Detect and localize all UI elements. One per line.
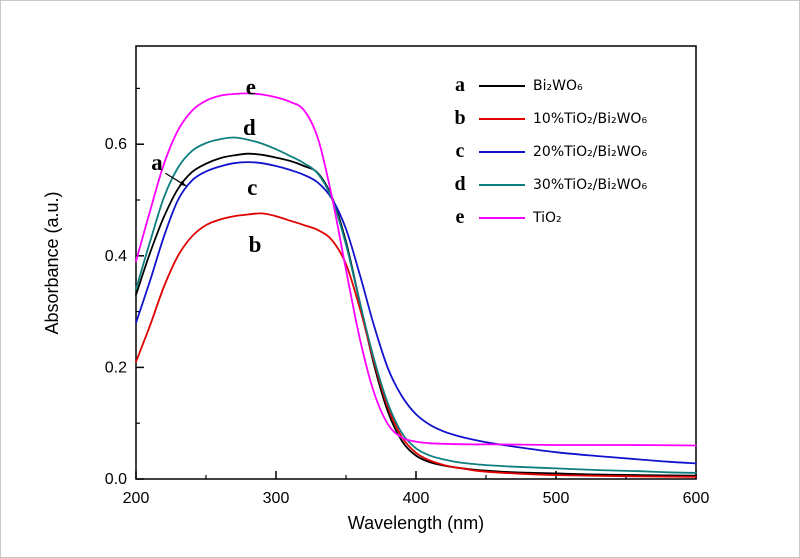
x-tick-label: 600 [683, 490, 710, 507]
annotation-d: d [243, 115, 256, 140]
x-tick-label: 300 [263, 490, 290, 507]
annotation-arrowhead [179, 180, 187, 187]
annotation-e: e [246, 75, 256, 100]
legend-line-swatch [479, 117, 525, 120]
legend-key: e [455, 206, 465, 228]
y-axis-title: Absorbance (a.u.) [42, 191, 62, 334]
legend-label: TiO₂ [533, 209, 562, 226]
legend: a Bi₂WO₆ b 10%TiO₂/Bi₂WO₆ c 20%TiO₂/Bi₂WO₆ d 30… [447, 69, 647, 234]
legend-item-c: c 20%TiO₂/Bi₂WO₆ [447, 135, 648, 168]
x-tick-label: 500 [543, 490, 570, 507]
legend-label: 20%TiO₂/Bi₂WO₆ [533, 143, 648, 160]
y-tick-label: 0.4 [105, 248, 127, 265]
legend-key: a [455, 74, 465, 96]
curve-b [135, 212, 697, 478]
legend-line-swatch [479, 150, 525, 153]
x-axis-title: Wavelength (nm) [348, 513, 484, 533]
x-tick-label: 200 [123, 490, 150, 507]
y-tick-label: 0.2 [105, 359, 127, 376]
annotation-c: c [247, 175, 257, 200]
legend-label: 10%TiO₂/Bi₂WO₆ [533, 110, 648, 127]
legend-line-swatch [479, 216, 525, 219]
curve-c [135, 161, 697, 465]
annotation-b: b [249, 232, 262, 257]
annotation-a: a [151, 150, 163, 175]
legend-item-b: b 10%TiO₂/Bi₂WO₆ [447, 102, 647, 135]
legend-key: d [454, 173, 466, 195]
legend-item-a: a Bi₂WO₆ [447, 69, 647, 102]
legend-item-e: e TiO₂ [447, 201, 647, 234]
y-tick-label: 0.0 [105, 471, 127, 488]
legend-key: b [454, 107, 466, 129]
legend-item-d: d 30%TiO₂/Bi₂WO₆ [447, 168, 647, 201]
legend-line-swatch [479, 84, 525, 87]
y-tick-label: 0.6 [105, 136, 127, 153]
x-tick-label: 400 [403, 490, 430, 507]
curve-d [135, 136, 697, 474]
legend-label: Bi₂WO₆ [533, 77, 583, 94]
legend-line-swatch [479, 183, 525, 186]
legend-key: c [455, 140, 465, 162]
legend-label: 30%TiO₂/Bi₂WO₆ [533, 176, 648, 193]
curve-e [135, 92, 697, 447]
